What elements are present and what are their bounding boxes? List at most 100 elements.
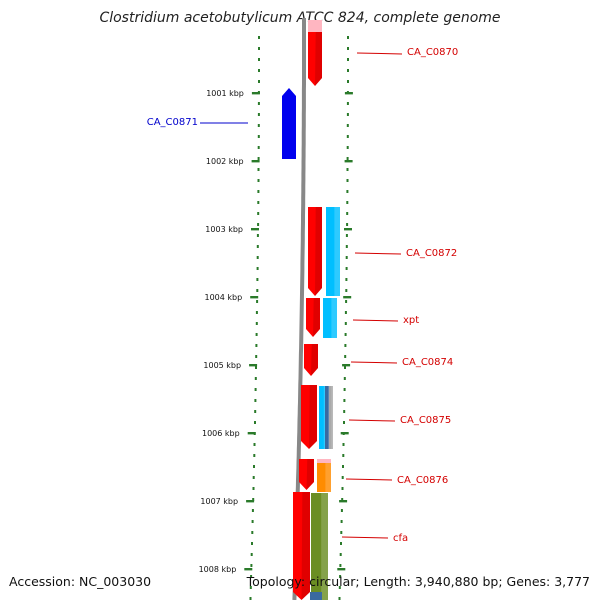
gene-label: CA_C0875: [400, 415, 451, 426]
guide-dot-left: [257, 190, 260, 193]
feature-olive-1-shine: [321, 493, 328, 600]
guide-dot-left: [257, 179, 260, 182]
guide-dot-left: [258, 58, 260, 61]
cds-CA_C0870-top: [308, 20, 322, 32]
guide-dot-right: [344, 344, 347, 347]
guide-dot-right: [346, 212, 349, 215]
guide-dot-right: [344, 322, 347, 325]
guide-dot-right: [339, 564, 342, 567]
scale-tick: [244, 568, 253, 571]
gene-label: xpt: [403, 315, 419, 326]
guide-dot-right: [346, 168, 349, 171]
cds-CA_C0870: [308, 32, 322, 86]
guide-dot-right: [346, 146, 349, 149]
guide-dot-left: [256, 278, 259, 281]
cds-CA_C0871: [282, 88, 296, 159]
callout-line: [352, 319, 399, 322]
guide-dot-right: [346, 223, 349, 226]
callout-line: [341, 536, 389, 539]
scale-tick: [247, 432, 256, 435]
guide-dot-right: [342, 443, 345, 446]
guide-dot-right: [346, 135, 349, 138]
scale-tick: [251, 92, 260, 95]
guide-dot-left: [252, 487, 255, 490]
guide-dot-left: [253, 465, 255, 468]
scale-tick: [342, 364, 351, 367]
guide-dot-left: [257, 223, 260, 226]
guide-dot-left: [254, 388, 257, 391]
guide-dot-left: [257, 102, 260, 105]
guide-dot-right: [346, 201, 349, 204]
gene-label: CA_C0874: [402, 357, 453, 368]
feature-grey-1-shine: [331, 386, 333, 449]
guide-dot-left: [251, 531, 254, 534]
guide-dot-left: [257, 146, 260, 149]
scale-tick-label: 1003 kbp: [205, 225, 243, 234]
guide-dot-right: [340, 531, 343, 534]
feature-orange-cap: [317, 459, 331, 463]
guide-dot-left: [256, 256, 259, 259]
guide-dot-left: [251, 509, 254, 512]
guide-dot-left: [254, 377, 257, 380]
guide-dot-right: [340, 520, 343, 523]
accession-label: Accession: NC_003030: [9, 574, 152, 589]
gene-label: CA_C0870: [407, 47, 458, 58]
scale-tick-label: 1008 kbp: [199, 565, 237, 574]
guide-dot-right: [341, 476, 344, 479]
scale-tick: [337, 568, 346, 571]
scale-tick-label: 1004 kbp: [204, 293, 242, 302]
guide-dot-left: [252, 476, 255, 479]
callout-line: [348, 419, 396, 422]
guide-dot-left: [255, 366, 257, 369]
scale-tick: [343, 296, 352, 299]
guide-dot-right: [344, 366, 346, 369]
feature-orange-1-shine: [325, 461, 331, 492]
guide-dot-right: [346, 113, 349, 116]
guide-dot-left: [258, 36, 260, 39]
guide-dot-left: [257, 212, 260, 215]
guide-dot-left: [257, 135, 260, 138]
guide-dot-left: [255, 355, 258, 358]
gene-label: CA_C0872: [406, 248, 457, 259]
guide-dot-left: [249, 597, 252, 600]
guide-dot-left: [253, 443, 256, 446]
guide-dot-left: [256, 300, 259, 303]
guide-dot-left: [256, 234, 259, 237]
scale-tick: [251, 228, 259, 231]
callout-line: [345, 478, 393, 481]
guide-dot-right: [345, 267, 348, 270]
guide-dot-left: [250, 575, 253, 578]
feature-steel-1: [325, 386, 330, 449]
guide-dot-right: [347, 58, 349, 61]
guide-dot-left: [253, 454, 256, 457]
scale-tick: [246, 500, 255, 503]
scale-tick-label: 1001 kbp: [206, 89, 244, 98]
callout-line: [350, 361, 398, 364]
guide-dot-left: [250, 553, 253, 556]
guide-dot-right: [342, 454, 345, 457]
scale-tick: [250, 296, 259, 299]
gene-label: CA_C0871: [147, 117, 198, 128]
feature-steel-2: [310, 592, 322, 600]
guide-dot-right: [338, 597, 341, 600]
guide-dot-left: [255, 333, 258, 336]
scale-tick-label: 1006 kbp: [202, 429, 240, 438]
cds-CA_C0875: [301, 385, 317, 449]
guide-dot-left: [256, 267, 259, 270]
feature-cyan-3: [319, 386, 327, 449]
guide-dot-left: [257, 113, 260, 116]
cds-xpt: [306, 298, 320, 337]
guide-dot-right: [343, 410, 346, 413]
guide-dot-left: [257, 124, 260, 127]
guide-dot-right: [346, 102, 349, 105]
scale-tick-label: 1007 kbp: [200, 497, 238, 506]
feature-cyan-1-shine: [334, 207, 340, 296]
guide-dot-left: [255, 311, 258, 314]
cds-cfa-shade: [301, 492, 310, 600]
scale-tick: [251, 160, 260, 163]
guide-dot-right: [345, 278, 348, 281]
cds-CA_C0872-shade: [315, 207, 322, 296]
scale-tick-label: 1002 kbp: [206, 157, 244, 166]
scale-tick: [340, 432, 349, 435]
